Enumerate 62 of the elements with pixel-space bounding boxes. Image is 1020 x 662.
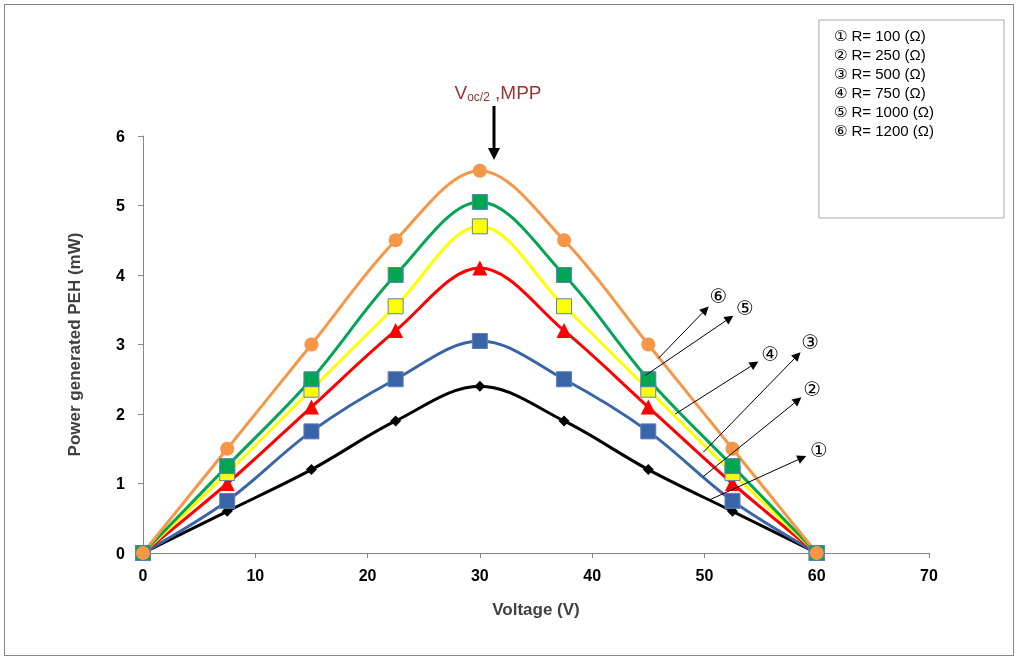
text: ② R= 250 (Ω) bbox=[833, 46, 926, 63]
y-tick-label: 3 bbox=[116, 336, 126, 353]
point bbox=[556, 298, 573, 315]
annotation: ③ bbox=[801, 331, 820, 354]
point bbox=[558, 415, 570, 427]
y-tick-label: 1 bbox=[116, 475, 126, 492]
y-tick-label: 4 bbox=[116, 266, 126, 284]
point bbox=[305, 464, 317, 476]
point bbox=[642, 464, 654, 476]
annotation: ② bbox=[803, 377, 822, 400]
text: ④ R= 750 (Ω) bbox=[833, 84, 926, 101]
point bbox=[303, 371, 320, 388]
point bbox=[304, 337, 319, 352]
annotation: ⑥ bbox=[709, 285, 728, 308]
text: ⑤ R= 1000 (Ω) bbox=[833, 103, 935, 120]
x-tick-label: 50 bbox=[695, 566, 714, 584]
point bbox=[219, 458, 236, 475]
text: ① R= 100 (Ω) bbox=[833, 27, 926, 44]
point bbox=[472, 163, 487, 178]
x-tick-label: 10 bbox=[246, 566, 265, 584]
point bbox=[640, 399, 656, 415]
point bbox=[219, 492, 236, 509]
point bbox=[724, 458, 741, 475]
point bbox=[640, 423, 657, 440]
y-tick-label: 0 bbox=[116, 544, 126, 562]
y-tick-label: 6 bbox=[116, 127, 126, 145]
point bbox=[557, 233, 572, 248]
point bbox=[303, 399, 319, 415]
x-axis-title: Voltage (V) bbox=[492, 600, 580, 619]
y-tick-label: 5 bbox=[116, 197, 126, 214]
point bbox=[556, 323, 572, 339]
x-tick-label: 60 bbox=[807, 566, 826, 584]
point bbox=[387, 267, 404, 283]
point bbox=[556, 267, 573, 283]
x-tick-label: 40 bbox=[583, 566, 602, 584]
text: ⑥ R= 1200 (Ω) bbox=[833, 122, 935, 139]
x-tick-label: 0 bbox=[138, 566, 148, 584]
point bbox=[220, 441, 235, 456]
point bbox=[388, 233, 403, 248]
point bbox=[556, 371, 573, 388]
point bbox=[640, 371, 657, 388]
x-tick-label: 20 bbox=[358, 566, 377, 584]
annotation: ① bbox=[809, 439, 828, 462]
point bbox=[471, 194, 488, 211]
text: ③ R= 500 (Ω) bbox=[833, 65, 926, 82]
point bbox=[471, 218, 488, 235]
point bbox=[387, 298, 404, 315]
point bbox=[724, 492, 741, 509]
point bbox=[390, 415, 402, 427]
x-tick-label: 70 bbox=[920, 566, 938, 584]
point bbox=[474, 380, 486, 392]
point bbox=[303, 423, 320, 440]
y-axis-title: Power generated PEH (mW) bbox=[65, 232, 84, 457]
x-tick-label: 30 bbox=[470, 566, 489, 584]
annotation: ⑤ bbox=[735, 296, 754, 319]
annotation: ④ bbox=[761, 343, 780, 365]
point bbox=[641, 337, 656, 352]
point bbox=[471, 333, 488, 350]
point bbox=[472, 260, 488, 276]
point bbox=[388, 323, 404, 339]
y-tick-label: 2 bbox=[116, 405, 126, 423]
point bbox=[387, 371, 404, 388]
